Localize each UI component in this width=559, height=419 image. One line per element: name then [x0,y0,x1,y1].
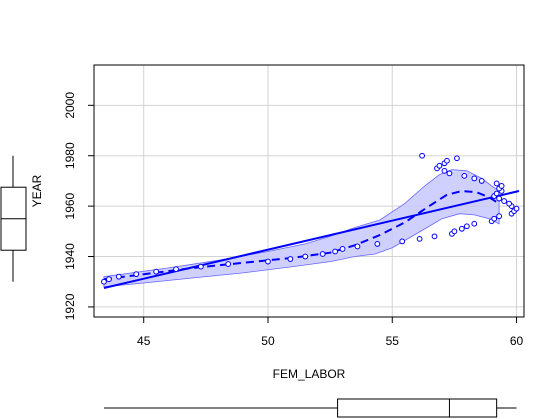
data-point [416,235,423,242]
plot-frame [93,64,525,318]
data-point [431,233,438,240]
data-point [496,213,503,220]
x-tick-label: 60 [510,334,524,348]
data-point [446,170,453,177]
fit-lines [103,189,520,289]
data-point [463,223,470,230]
data-point [332,248,338,255]
data-point [513,205,520,212]
data-point [491,215,498,222]
confidence-band-area [103,169,500,288]
data-point [478,178,485,184]
data-point [493,190,500,197]
data-point [354,243,361,250]
y-tick-label: 1940 [63,243,77,270]
data-point [419,152,425,159]
x-axis: 45 50 55 60 [137,317,524,348]
x-tick-label: 50 [261,334,275,348]
data-point [302,253,309,260]
smooth-fit-line [103,189,500,281]
data-point [444,157,450,164]
data-point [287,256,294,262]
data-point [461,172,468,179]
data-point [501,198,508,204]
y-axis: 1920 1940 1960 1980 2000 [63,92,94,320]
y-tick-label: 1960 [63,192,77,219]
data-point [441,167,448,174]
data-point [471,175,478,182]
data-point [197,263,204,270]
data-point [133,271,140,278]
data-point [498,183,505,189]
data-point [153,268,160,275]
data-point [374,241,381,247]
data-point [319,251,326,257]
y-tick-label: 1920 [63,293,77,320]
x-marginal-boxplot [103,398,517,418]
data-point [453,155,460,162]
data-point [496,195,503,202]
data-point [101,278,107,285]
data-point [173,266,179,273]
y-tick-label: 1980 [63,142,77,169]
data-points [101,152,520,285]
data-point [106,276,112,283]
data-point [225,261,232,267]
linear-fit-line [103,190,520,289]
data-point [265,258,271,265]
y-marginal-boxplot [0,155,27,282]
data-point [493,180,500,187]
data-point [458,225,465,232]
data-point [339,246,346,252]
data-point [436,162,443,169]
x-tick-label: 45 [137,334,151,348]
x-box-iqr [337,398,498,418]
confidence-band [103,169,500,288]
x-axis-title: FEM_LABOR [273,367,346,381]
data-point [471,220,478,227]
y-tick-label: 2000 [63,92,77,119]
data-point [399,238,406,245]
data-point [506,200,512,207]
data-point [451,228,458,235]
x-tick-label: 55 [386,334,400,348]
y-axis-title: YEAR [30,174,44,207]
data-point [115,273,122,280]
